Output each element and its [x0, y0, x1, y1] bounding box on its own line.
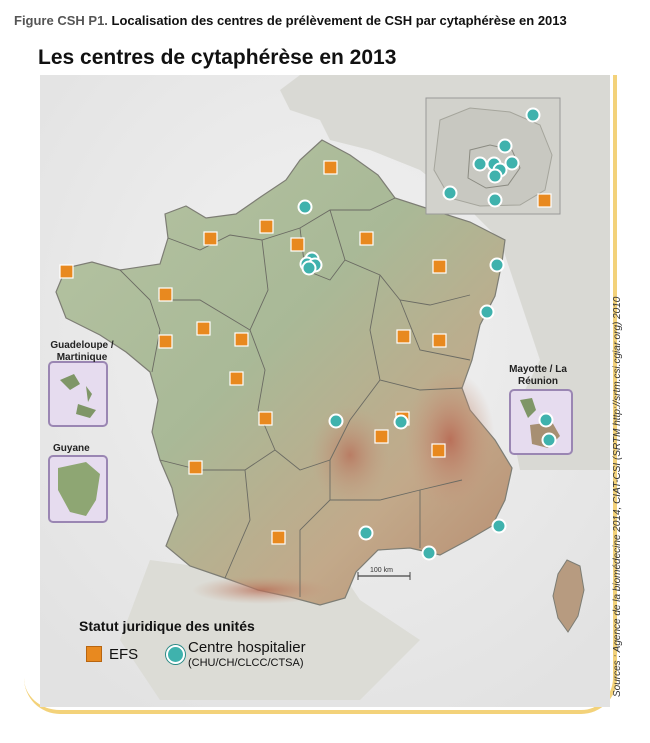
- corsica: [552, 559, 585, 633]
- efs-marker: [537, 193, 552, 208]
- antilles-inset: [48, 361, 108, 427]
- efs-marker: [158, 287, 173, 302]
- efs-marker: [259, 219, 274, 234]
- legend-ch-swatch: [166, 645, 185, 664]
- efs-markers: [59, 160, 552, 545]
- inset-label-mayotte-reunion: Mayotte / La Réunion: [504, 364, 572, 388]
- scale-label: 100 km: [370, 567, 393, 574]
- hospital-marker: [538, 412, 554, 428]
- legend-ch-sublabel: (CHU/CH/CLCC/CTSA): [188, 657, 304, 669]
- hospital-marker: [358, 525, 374, 541]
- alps-relief: [405, 370, 495, 510]
- hospital-marker: [487, 168, 503, 184]
- legend-title: Statut juridique des unités: [79, 618, 255, 634]
- scale-bar: [357, 572, 411, 580]
- hospital-marker: [525, 107, 541, 123]
- efs-marker: [188, 460, 203, 475]
- guyane-inset: [48, 455, 108, 523]
- caption-prefix: Figure CSH P1.: [14, 13, 108, 28]
- hospital-marker: [301, 260, 317, 276]
- pyrenees-relief: [192, 576, 332, 604]
- efs-marker: [359, 231, 374, 246]
- hospital-marker: [487, 192, 503, 208]
- hospital-marker: [497, 138, 513, 154]
- hospital-marker: [393, 414, 409, 430]
- efs-marker: [290, 237, 305, 252]
- map-frame: [24, 75, 617, 714]
- efs-marker: [271, 530, 286, 545]
- efs-marker: [196, 321, 211, 336]
- efs-marker: [158, 334, 173, 349]
- efs-marker: [432, 333, 447, 348]
- legend-efs-swatch: [86, 646, 102, 662]
- efs-marker: [203, 231, 218, 246]
- hospital-marker: [479, 304, 495, 320]
- hospital-marker: [297, 199, 313, 215]
- hospital-marker: [541, 432, 557, 448]
- hospital-marker: [328, 413, 344, 429]
- efs-marker: [234, 332, 249, 347]
- hospital-markers: [297, 107, 557, 561]
- efs-marker: [59, 264, 74, 279]
- inset-label-antilles-text: Guadeloupe / Martinique: [50, 340, 114, 363]
- hospital-marker: [504, 155, 520, 171]
- efs-marker: [431, 443, 446, 458]
- hospital-marker: [491, 518, 507, 534]
- hospital-marker: [442, 185, 458, 201]
- map-title: Les centres de cytaphérèse en 2013: [38, 46, 397, 69]
- hospital-marker: [489, 257, 505, 273]
- figure-caption: Figure CSH P1. Localisation des centres …: [14, 13, 567, 28]
- efs-marker: [229, 371, 244, 386]
- hospital-marker: [421, 545, 437, 561]
- efs-marker: [323, 160, 338, 175]
- inset-label-guyane: Guyane: [53, 443, 90, 454]
- efs-marker: [396, 329, 411, 344]
- source-note: Sources : Agence de la biomédecine 2014,…: [612, 296, 623, 697]
- hospital-marker: [472, 156, 488, 172]
- caption-text: Localisation des centres de prélèvement …: [111, 13, 567, 28]
- inset-label-antilles: Guadeloupe / Martinique: [46, 340, 118, 364]
- legend-efs-label: EFS: [109, 646, 139, 663]
- legend-ch-label: Centre hospitalier: [188, 639, 306, 656]
- efs-marker: [432, 259, 447, 274]
- inset-label-mayotte-reunion-text: Mayotte / La Réunion: [509, 364, 567, 387]
- efs-marker: [374, 429, 389, 444]
- efs-marker: [258, 411, 273, 426]
